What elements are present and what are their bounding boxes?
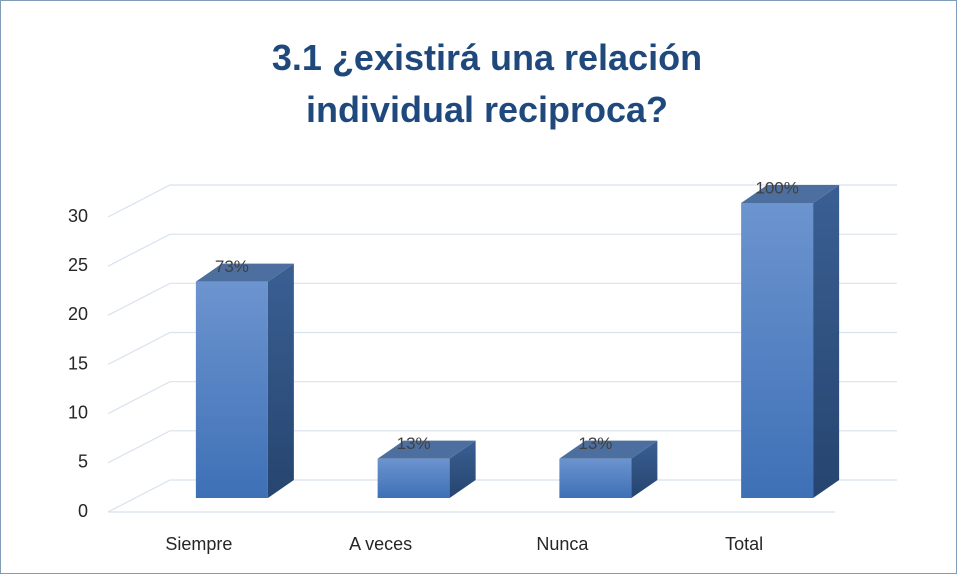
- bar-side: [631, 440, 658, 498]
- data-label: 13%: [397, 434, 431, 453]
- bar-top: [559, 440, 658, 459]
- x-tick-label: Siempre: [165, 534, 232, 554]
- grid-line: [107, 331, 897, 366]
- x-tick-label: Total: [725, 534, 763, 554]
- data-label: 13%: [578, 434, 612, 453]
- chart-title: 3.1 ¿existirá una relación individual rec…: [272, 37, 702, 130]
- bar-front: [377, 458, 450, 498]
- grid-line: [107, 282, 897, 316]
- grid-line: [107, 184, 897, 218]
- x-tick-label: A veces: [349, 534, 412, 554]
- data-label: 73%: [215, 257, 249, 276]
- bar-front: [195, 281, 268, 498]
- y-tick-label: 30: [68, 206, 88, 226]
- y-tick-label: 5: [78, 452, 88, 472]
- bar-top: [741, 185, 840, 203]
- data-label: 100%: [755, 178, 798, 197]
- bar-top: [195, 263, 294, 282]
- grid-line: [107, 381, 897, 415]
- y-tick-label: 25: [68, 255, 88, 275]
- bar-front: [741, 203, 814, 498]
- x-tick-label: Nunca: [536, 534, 589, 554]
- bar-top: [377, 440, 476, 459]
- y-tick-label: 10: [68, 402, 88, 422]
- grid-line: [107, 430, 897, 464]
- y-tick-label: 0: [78, 501, 88, 521]
- bar-side: [813, 185, 840, 498]
- bar-side: [449, 440, 476, 498]
- bar-side: [267, 263, 294, 498]
- y-tick-label: 20: [68, 304, 88, 324]
- y-tick-label: 15: [68, 353, 88, 373]
- bar-front: [559, 458, 632, 498]
- grid-line: [107, 233, 897, 267]
